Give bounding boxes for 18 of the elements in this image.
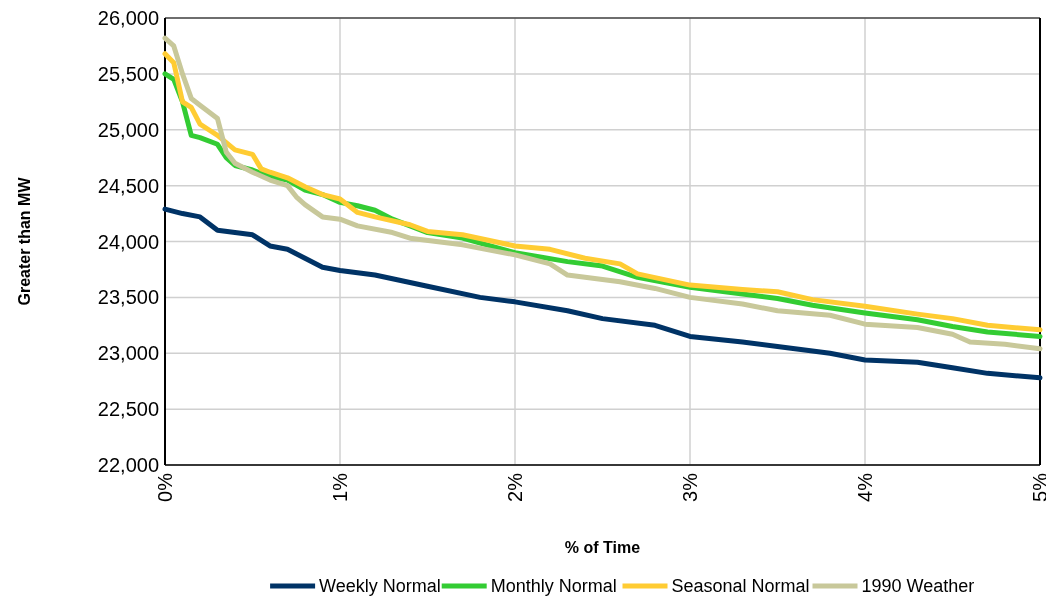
y-tick-label: 26,000 bbox=[97, 7, 159, 29]
x-axis-title: % of Time bbox=[564, 539, 641, 556]
y-tick-label: 23,000 bbox=[97, 342, 159, 365]
x-tick-label: 1% bbox=[329, 472, 351, 502]
y-tick-label: 23,500 bbox=[97, 286, 159, 309]
x-tick-label: 2% bbox=[504, 472, 526, 502]
y-tick-label: 25,000 bbox=[97, 118, 159, 141]
legend-label: Seasonal Normal bbox=[671, 576, 810, 597]
x-tick-label: 3% bbox=[679, 472, 701, 502]
y-tick-label: 22,500 bbox=[97, 398, 159, 421]
x-tick-label: 4% bbox=[854, 472, 876, 502]
legend-label: Weekly Normal bbox=[319, 576, 441, 597]
y-tick-label: 24,500 bbox=[97, 174, 159, 197]
y-tick-label: 24,000 bbox=[97, 230, 159, 253]
y-tick-label: 25,500 bbox=[97, 62, 159, 85]
y-axis-title: Greater than MW bbox=[16, 176, 33, 306]
legend-label: 1990 Weather bbox=[861, 576, 975, 597]
legend-label: Monthly Normal bbox=[490, 576, 617, 597]
